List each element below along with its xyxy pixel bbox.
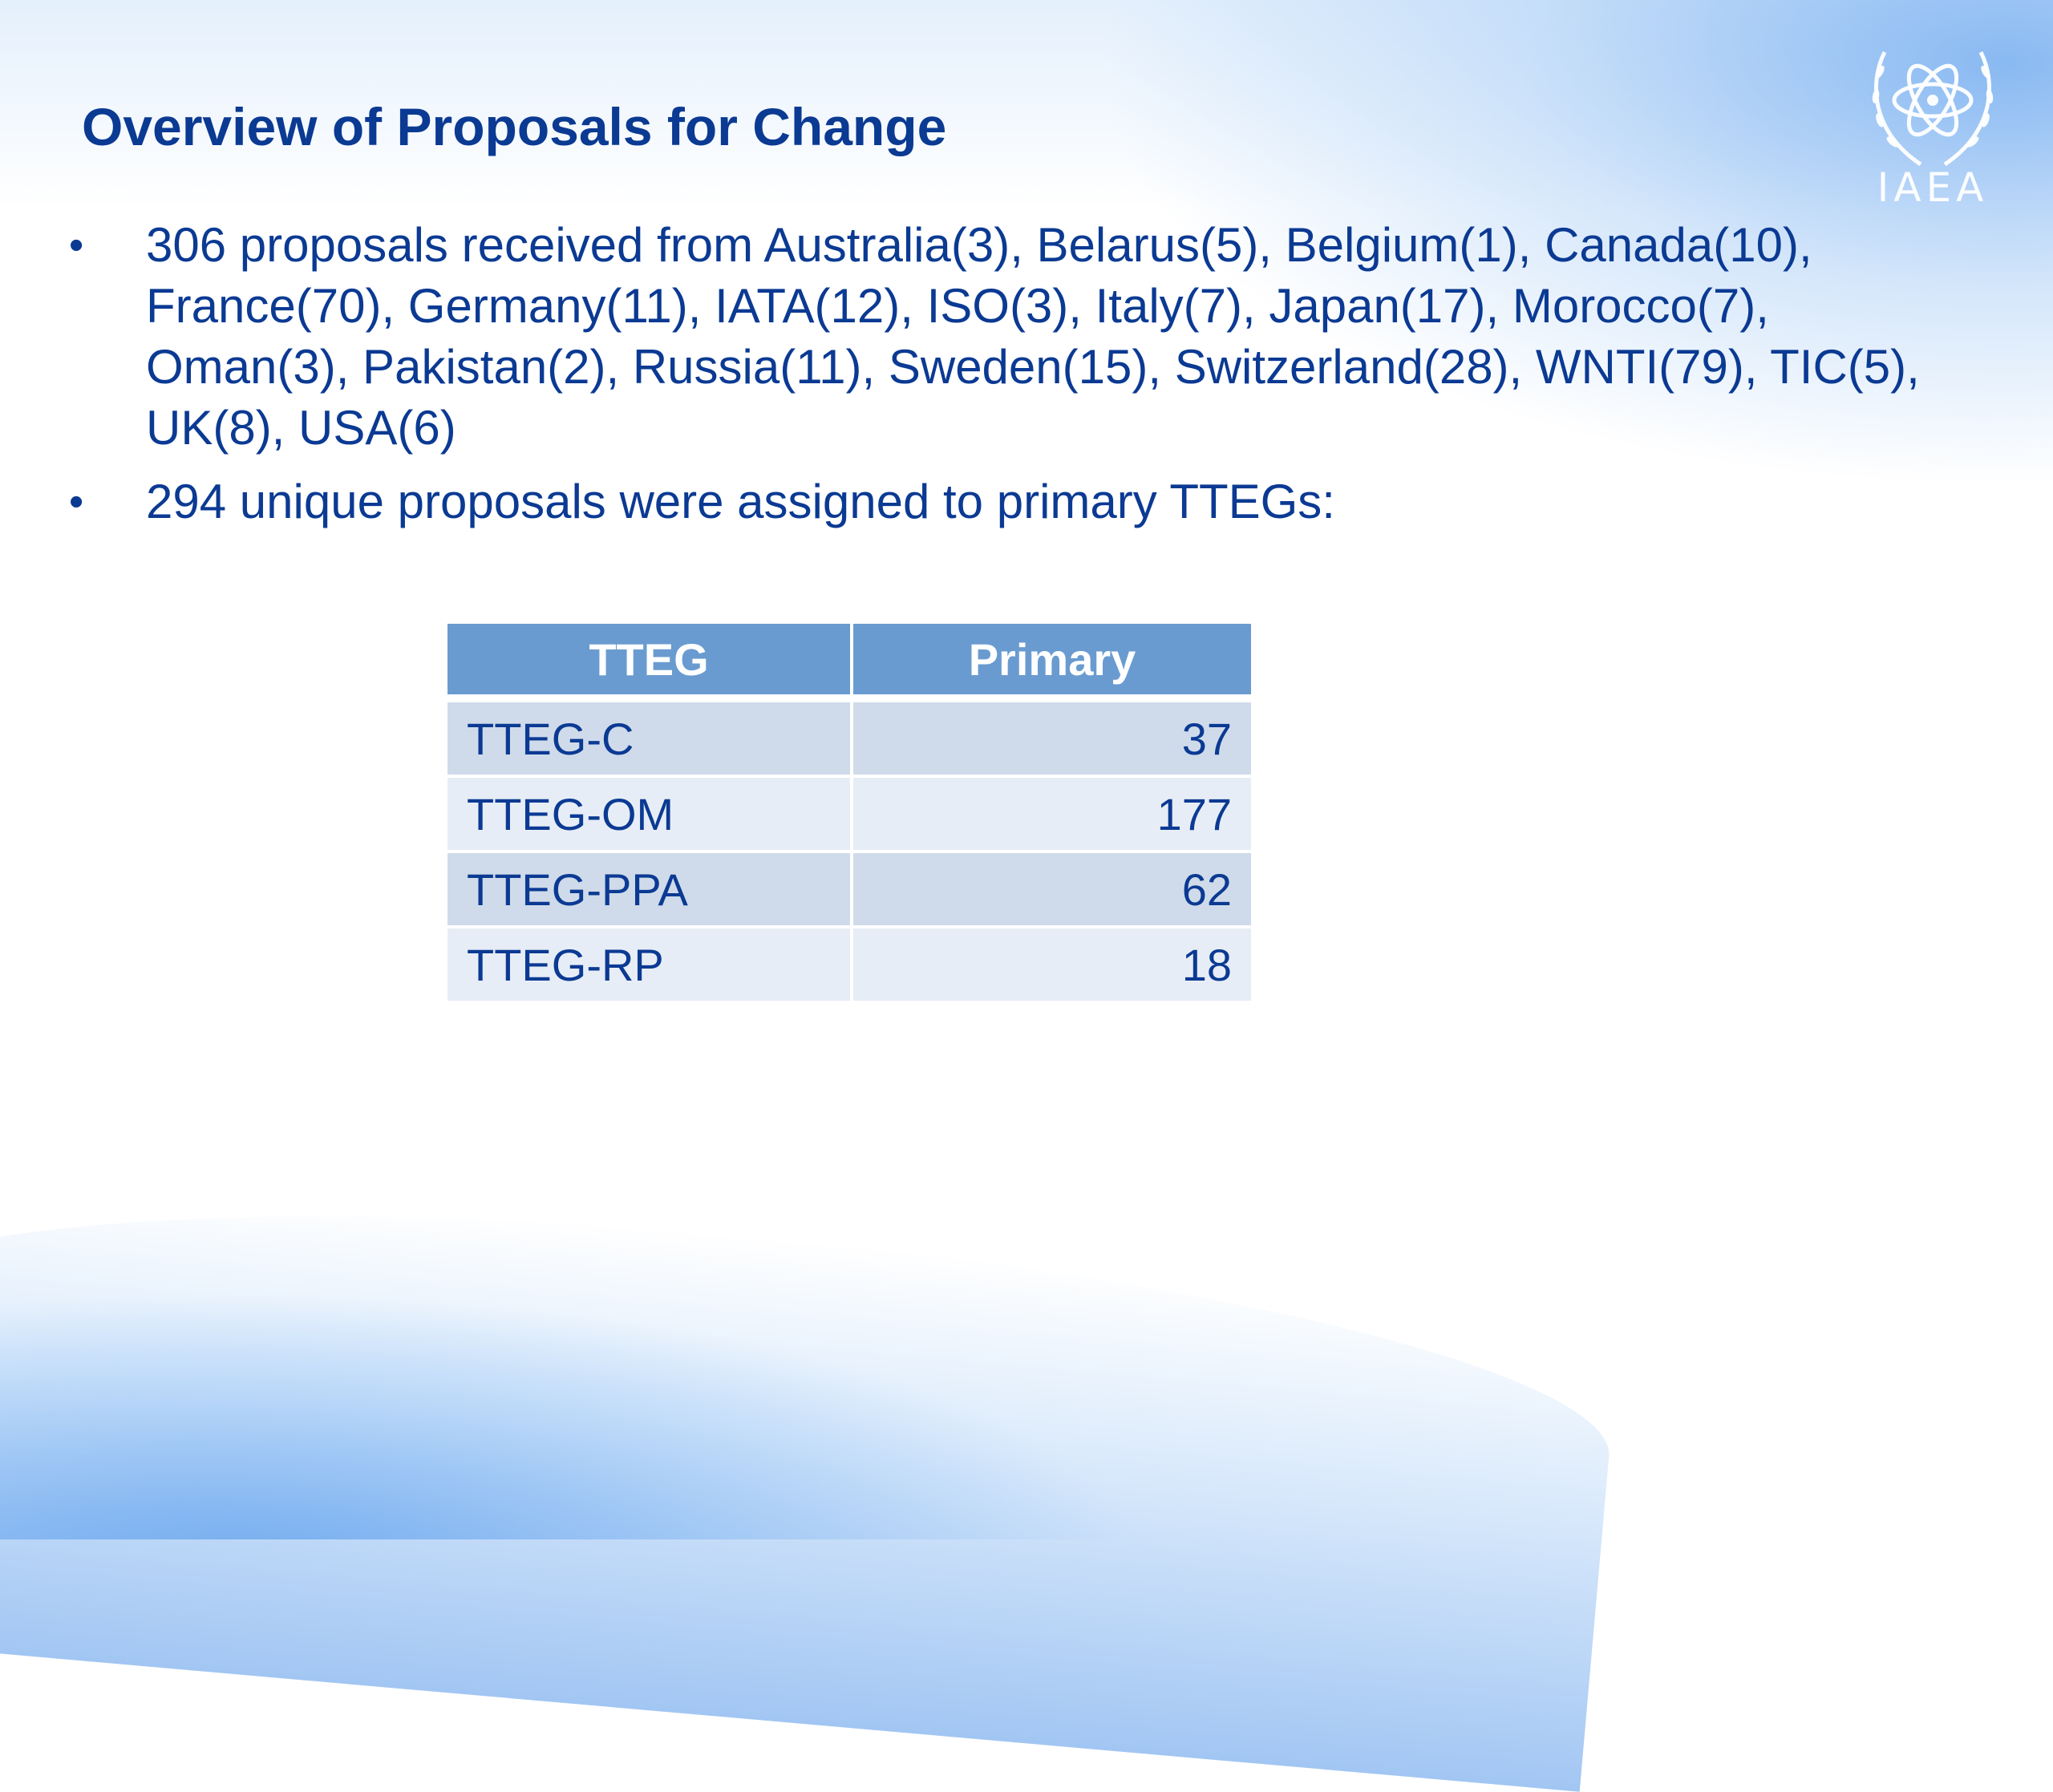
primary-cell: 62 — [853, 853, 1251, 928]
tteg-cell: TTEG-OM — [447, 778, 853, 853]
bullet-item: • 294 unique proposals were assigned to … — [64, 471, 1941, 532]
bullet-icon: • — [69, 222, 84, 269]
table-row: TTEG-RP 18 — [447, 928, 1251, 1004]
bullet-item: • 306 proposals received from Australia(… — [64, 215, 1941, 459]
table-header-row: TTEG Primary — [447, 624, 1251, 702]
bullet-text: 294 unique proposals were assigned to pr… — [146, 475, 1335, 528]
tteg-cell: TTEG-PPA — [447, 853, 853, 928]
primary-cell: 18 — [853, 928, 1251, 1004]
header-tteg: TTEG — [447, 624, 853, 702]
iaea-logo: IAEA — [1861, 36, 2005, 212]
bullet-list: • 306 proposals received from Australia(… — [64, 215, 1941, 545]
bullet-text: 306 proposals received from Australia(3)… — [146, 218, 1920, 455]
table-row: TTEG-PPA 62 — [447, 853, 1251, 928]
table-row: TTEG-C 37 — [447, 702, 1251, 778]
slide-title: Overview of Proposals for Change — [82, 97, 947, 156]
table-row: TTEG-OM 177 — [447, 778, 1251, 853]
atom-laurel-icon — [1872, 51, 1994, 167]
logo-text: IAEA — [1877, 164, 1989, 211]
tteg-cell: TTEG-RP — [447, 928, 853, 1004]
header-primary: Primary — [853, 624, 1251, 702]
tteg-table: TTEG Primary TTEG-C 37 TTEG-OM 177 TTEG-… — [447, 624, 1251, 1004]
tteg-cell: TTEG-C — [447, 702, 853, 778]
primary-cell: 37 — [853, 702, 1251, 778]
bullet-icon: • — [69, 479, 84, 525]
primary-cell: 177 — [853, 778, 1251, 853]
